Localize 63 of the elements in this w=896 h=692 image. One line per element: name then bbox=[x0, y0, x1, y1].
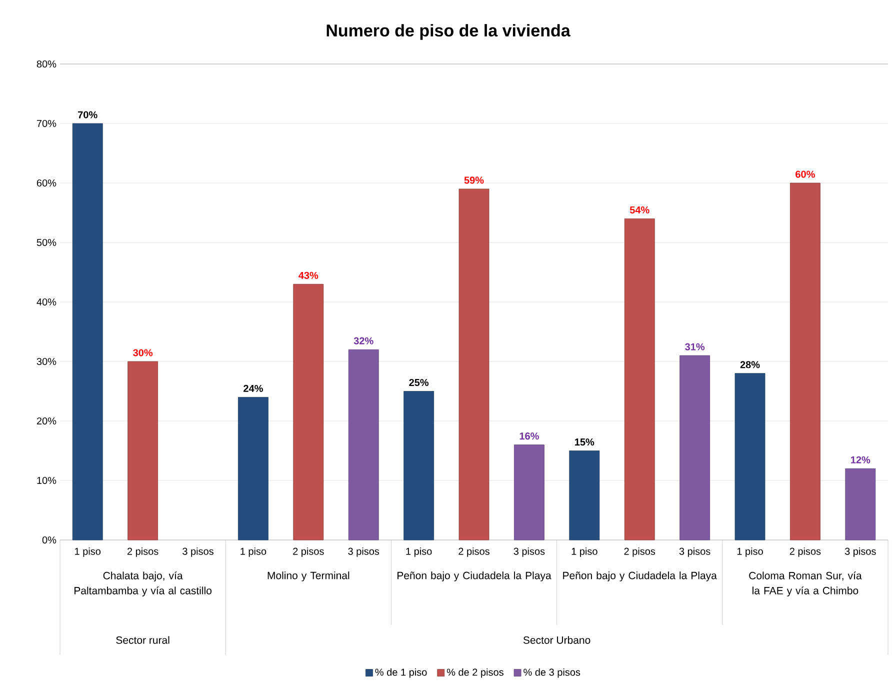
y-tick-label: 10% bbox=[37, 476, 56, 484]
chart-title: Numero de piso de la vivienda bbox=[326, 24, 570, 40]
x-tick-label: 3 pisos bbox=[348, 548, 380, 557]
bar bbox=[458, 188, 490, 540]
bar bbox=[348, 349, 379, 540]
x-tick-label: 2 pisos bbox=[458, 548, 490, 557]
y-tick-label: 0% bbox=[42, 536, 56, 544]
text: Molino y Terminal bbox=[268, 572, 350, 582]
bar bbox=[569, 450, 600, 540]
bar bbox=[734, 373, 766, 540]
y-tick-label: 80% bbox=[36, 60, 56, 68]
data-label: 12% bbox=[851, 456, 870, 464]
data-label: 70% bbox=[78, 111, 98, 118]
bar bbox=[790, 182, 820, 540]
text: Chalata bajo, vía Paltambamba y vía al castillo bbox=[74, 572, 212, 596]
data-label: 30% bbox=[133, 349, 153, 356]
text: Peñon bajo y Ciudadela la Playa bbox=[563, 572, 717, 582]
data-label: 28% bbox=[740, 361, 760, 368]
x-tick-label: 1 piso bbox=[406, 548, 432, 557]
x-tick-label: 2 pisos bbox=[790, 548, 821, 557]
legend-label: % de 3 pisos bbox=[524, 668, 580, 678]
x-tick-label: 1 piso bbox=[572, 548, 598, 557]
data-label: 24% bbox=[244, 384, 263, 392]
data-label: 31% bbox=[685, 343, 705, 350]
x-tick-label: 3 pisos bbox=[679, 548, 710, 557]
x-tick-label: 3 pisos bbox=[514, 548, 545, 557]
bar bbox=[680, 355, 710, 540]
text: Sector Urbano bbox=[523, 636, 590, 644]
x-tick-label: 2 pisos bbox=[127, 548, 158, 557]
y-tick-label: 60% bbox=[36, 179, 56, 187]
y-tick-label: 40% bbox=[36, 298, 56, 306]
x-tick-label: 3 pisos bbox=[182, 548, 214, 557]
x-tick-label: 2 pisos bbox=[624, 548, 656, 557]
bar bbox=[845, 468, 876, 540]
y-tick-label: 30% bbox=[36, 358, 56, 366]
y-tick-label: 50% bbox=[36, 238, 56, 246]
bar bbox=[514, 444, 544, 540]
bar bbox=[624, 218, 655, 540]
data-label: 15% bbox=[575, 438, 594, 446]
text: Peñon bajo y Ciudadela la Playa bbox=[398, 572, 552, 582]
x-tick-label: 2 pisos bbox=[293, 548, 324, 557]
data-label: 54% bbox=[630, 206, 650, 214]
y-tick-label: 70% bbox=[36, 120, 56, 128]
x-tick-label: 1 piso bbox=[737, 548, 763, 557]
data-label: 59% bbox=[464, 176, 484, 184]
bar bbox=[128, 361, 158, 540]
x-tick-label: 3 pisos bbox=[844, 548, 876, 557]
data-label: 16% bbox=[520, 432, 539, 440]
legend-label: % de 2 pisos bbox=[446, 668, 504, 678]
bar bbox=[72, 123, 103, 540]
data-label: 43% bbox=[298, 272, 318, 279]
data-label: 60% bbox=[796, 170, 815, 178]
data-label: 25% bbox=[409, 378, 429, 386]
text: Coloma Roman Sur, vía la FAE y vía a Chimbo bbox=[749, 572, 862, 596]
x-tick-label: 1 piso bbox=[240, 548, 266, 557]
x-tick-label: 1 piso bbox=[75, 548, 101, 557]
bar bbox=[404, 391, 434, 540]
y-tick-label: 20% bbox=[36, 417, 56, 425]
text: Sector rural bbox=[116, 636, 170, 644]
legend-label: % de 1 piso bbox=[375, 668, 427, 678]
data-label: 32% bbox=[354, 337, 374, 344]
bar bbox=[238, 396, 268, 540]
bar bbox=[293, 284, 324, 540]
